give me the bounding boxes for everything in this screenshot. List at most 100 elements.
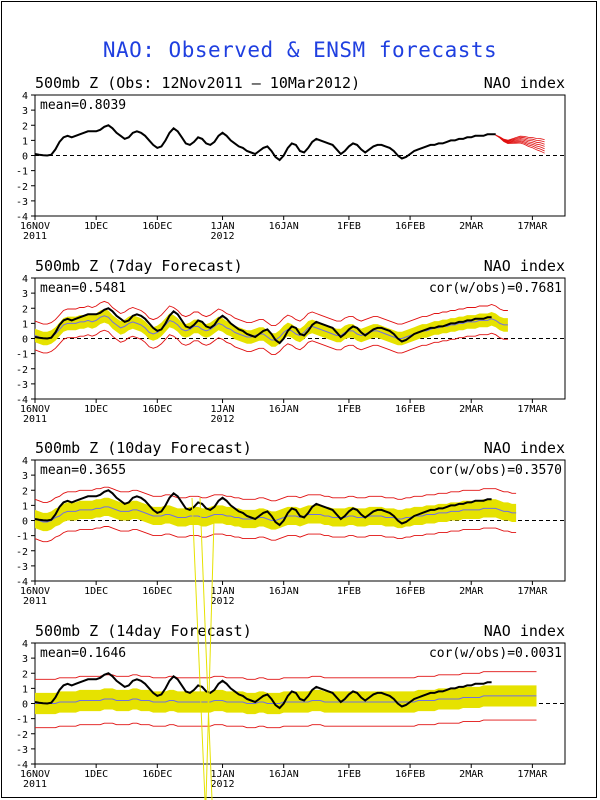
ensemble-mean-line [34,315,508,341]
y-tick-label: 2 [22,486,28,497]
y-tick-label: -3 [16,380,28,391]
ensemble-spread-band [35,309,508,347]
y-tick-label: 3 [22,471,28,482]
mean-label: mean=0.8039 [40,98,126,113]
mean-label: mean=0.1646 [40,646,126,661]
x-tick-label: 1JAN [210,221,234,232]
y-tick-label: 4 [22,91,28,102]
ensemble-mean-line [35,695,537,704]
y-tick-label: -4 [16,577,28,588]
x-tick-label: 17MAR [517,221,548,232]
x-tick-label: 1JAN [210,586,234,597]
x-tick-label: 16NOV [20,404,50,415]
correlation-label: cor(w/obs)=0.3570 [429,463,562,478]
x-tick-label: 1DEC [84,404,108,415]
x-tick-label: 1FEB [337,769,361,780]
x-tick-label: 17MAR [517,404,548,415]
x-tick-label: 16DEC [142,221,172,232]
x-tick-year: 2012 [210,779,234,790]
y-tick-label: 2 [22,121,28,132]
y-tick-label: -2 [16,365,28,376]
observed-line [34,672,492,710]
x-tick-label: 16JAN [269,769,299,780]
ensemble-min-line [34,526,517,543]
x-tick-label: 1DEC [84,769,108,780]
y-tick-label: -1 [16,167,28,178]
y-tick-label: 1 [22,684,28,695]
x-tick-year: 2011 [23,414,47,425]
x-tick-year: 2011 [23,231,47,242]
x-tick-label: 2MAR [459,404,484,415]
y-tick-label: 4 [22,639,28,650]
y-tick-label: -3 [16,745,28,756]
x-tick-label: 1FEB [337,404,361,415]
x-tick-label: 16DEC [142,586,172,597]
x-tick-year: 2011 [23,596,47,607]
y-tick-label: 1 [22,319,28,330]
y-tick-label: -4 [16,760,28,771]
ensemble-spread-band [35,497,517,532]
y-tick-label: 2 [22,304,28,315]
y-tick-label: 4 [22,456,28,467]
x-tick-label: 16NOV [20,586,50,597]
observed-line [34,124,496,162]
x-tick-label: 16JAN [269,221,299,232]
x-tick-label: 1JAN [210,404,234,415]
x-tick-label: 1FEB [337,221,361,232]
x-tick-label: 16FEB [395,586,425,597]
spread-artifact-line [199,497,213,800]
x-tick-label: 2MAR [459,221,484,232]
x-tick-label: 16NOV [20,769,50,780]
y-tick-label: 1 [22,136,28,147]
y-tick-label: 0 [22,517,28,528]
ensemble-member-line [495,134,545,141]
y-tick-label: 0 [22,335,28,346]
y-tick-label: 2 [22,669,28,680]
y-tick-label: 0 [22,152,28,163]
panel-right-label: NAO index [484,257,565,275]
x-tick-label: 17MAR [517,769,548,780]
y-tick-label: -2 [16,182,28,193]
x-tick-label: 16NOV [20,221,50,232]
panel-title: 500mb Z (Obs: 12Nov2011 – 10Mar2012) [35,74,360,92]
x-tick-label: 16DEC [142,769,172,780]
correlation-label: cor(w/obs)=0.0031 [429,646,562,661]
panel-right-label: NAO index [484,622,565,640]
observed-line [34,489,492,527]
x-tick-label: 17MAR [517,586,548,597]
y-tick-label: -1 [16,715,28,726]
x-tick-label: 16JAN [269,404,299,415]
x-tick-label: 2MAR [459,769,484,780]
x-tick-label: 1DEC [84,221,108,232]
ensemble-min-line [34,329,508,355]
panel-title: 500mb Z (14day Forecast) [35,622,252,640]
ensemble-max-line [35,671,537,680]
correlation-label: cor(w/obs)=0.7681 [429,281,562,296]
x-tick-label: 16FEB [395,221,425,232]
observed-line [34,307,492,345]
x-tick-label: 16JAN [269,586,299,597]
spread-artifact-line [191,497,206,800]
x-tick-label: 16FEB [395,404,425,415]
x-tick-label: 1JAN [210,769,234,780]
x-tick-label: 1DEC [84,586,108,597]
ensemble-max-line [34,486,517,503]
y-tick-label: -1 [16,532,28,543]
ensemble-max-line [34,300,508,327]
y-tick-label: -3 [16,562,28,573]
y-tick-label: -4 [16,395,28,406]
x-tick-label: 1FEB [337,586,361,597]
x-tick-label: 16DEC [142,404,172,415]
y-tick-label: 3 [22,289,28,300]
page-title: NAO: Observed & ENSM forecasts [102,38,498,62]
y-tick-label: 0 [22,700,28,711]
x-tick-year: 2012 [210,231,234,242]
ensemble-min-line [35,719,537,729]
y-tick-label: -4 [16,212,28,223]
panel-right-label: NAO index [484,439,565,457]
y-tick-label: 4 [22,274,28,285]
x-tick-label: 16FEB [395,769,425,780]
mean-label: mean=0.3655 [40,463,126,478]
